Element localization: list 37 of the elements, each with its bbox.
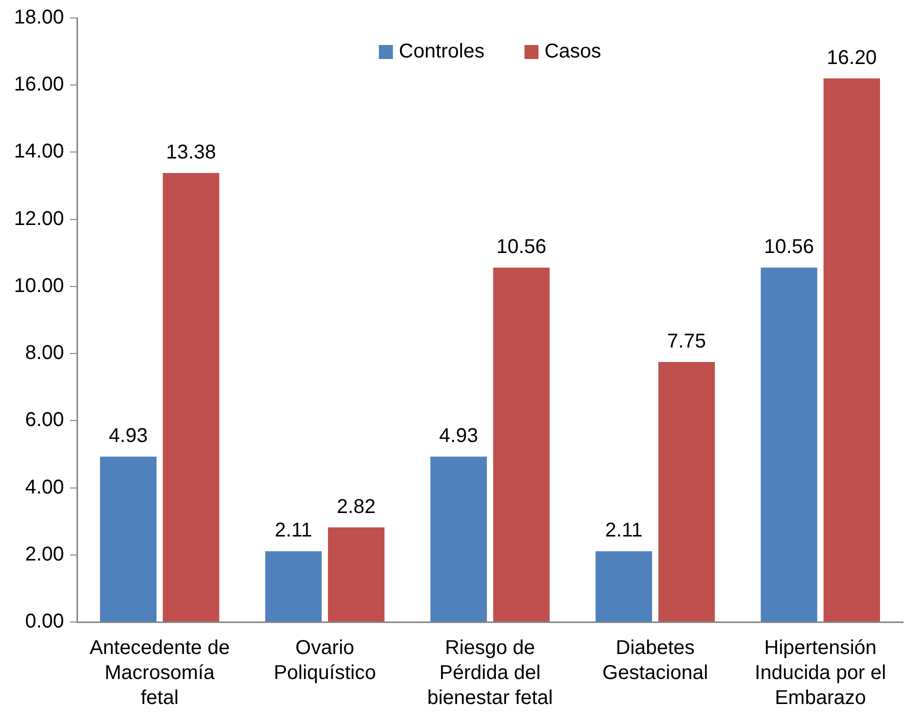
y-tick-label: 2.00: [25, 543, 64, 566]
y-tick-label: 16.00: [14, 74, 64, 96]
y-tick-label: 8.00: [25, 342, 64, 364]
data-label: 13.38: [166, 142, 216, 164]
bar: [162, 173, 220, 622]
y-tick-label: 4.00: [25, 476, 64, 498]
bar: [658, 362, 715, 622]
x-tick-label: Diabetes Gestacional: [602, 637, 708, 684]
data-label: 4.93: [108, 425, 148, 448]
data-label: 4.93: [439, 425, 478, 448]
y-tick-label: 6.00: [25, 409, 64, 432]
data-label: 10.56: [764, 236, 814, 258]
legend-label: Controles: [398, 40, 484, 63]
data-label: 7.75: [667, 330, 706, 352]
data-label: 2.11: [274, 520, 312, 542]
y-tick-label: 0.00: [25, 610, 64, 633]
bar: [100, 456, 157, 622]
data-label: 16.20: [826, 46, 877, 69]
data-label: 2.82: [336, 496, 376, 518]
bar: [596, 551, 652, 622]
bar: [430, 456, 487, 622]
y-tick-label: 18.00: [14, 6, 64, 29]
data-label: 2.11: [605, 520, 643, 542]
x-tick-label: Hipertensión Inducida por el Embarazo: [754, 637, 886, 710]
bar: [760, 268, 818, 622]
bar: [493, 268, 550, 622]
bar: [824, 78, 880, 622]
data-label: 10.56: [496, 236, 546, 258]
bar: [265, 551, 322, 622]
bar: [328, 527, 384, 622]
x-tick-label: Riesgo de Pérdida del bienestar fetal: [427, 637, 553, 710]
y-tick-label: 14.00: [14, 140, 64, 163]
x-tick-label: Antecedente de Macrosomía fetal: [90, 637, 230, 710]
x-tick-label: Ovario Poliquístico: [274, 637, 376, 684]
y-tick-label: 10.00: [14, 274, 64, 297]
y-tick-label: 12.00: [14, 208, 64, 230]
legend-label: Casos: [544, 40, 602, 63]
